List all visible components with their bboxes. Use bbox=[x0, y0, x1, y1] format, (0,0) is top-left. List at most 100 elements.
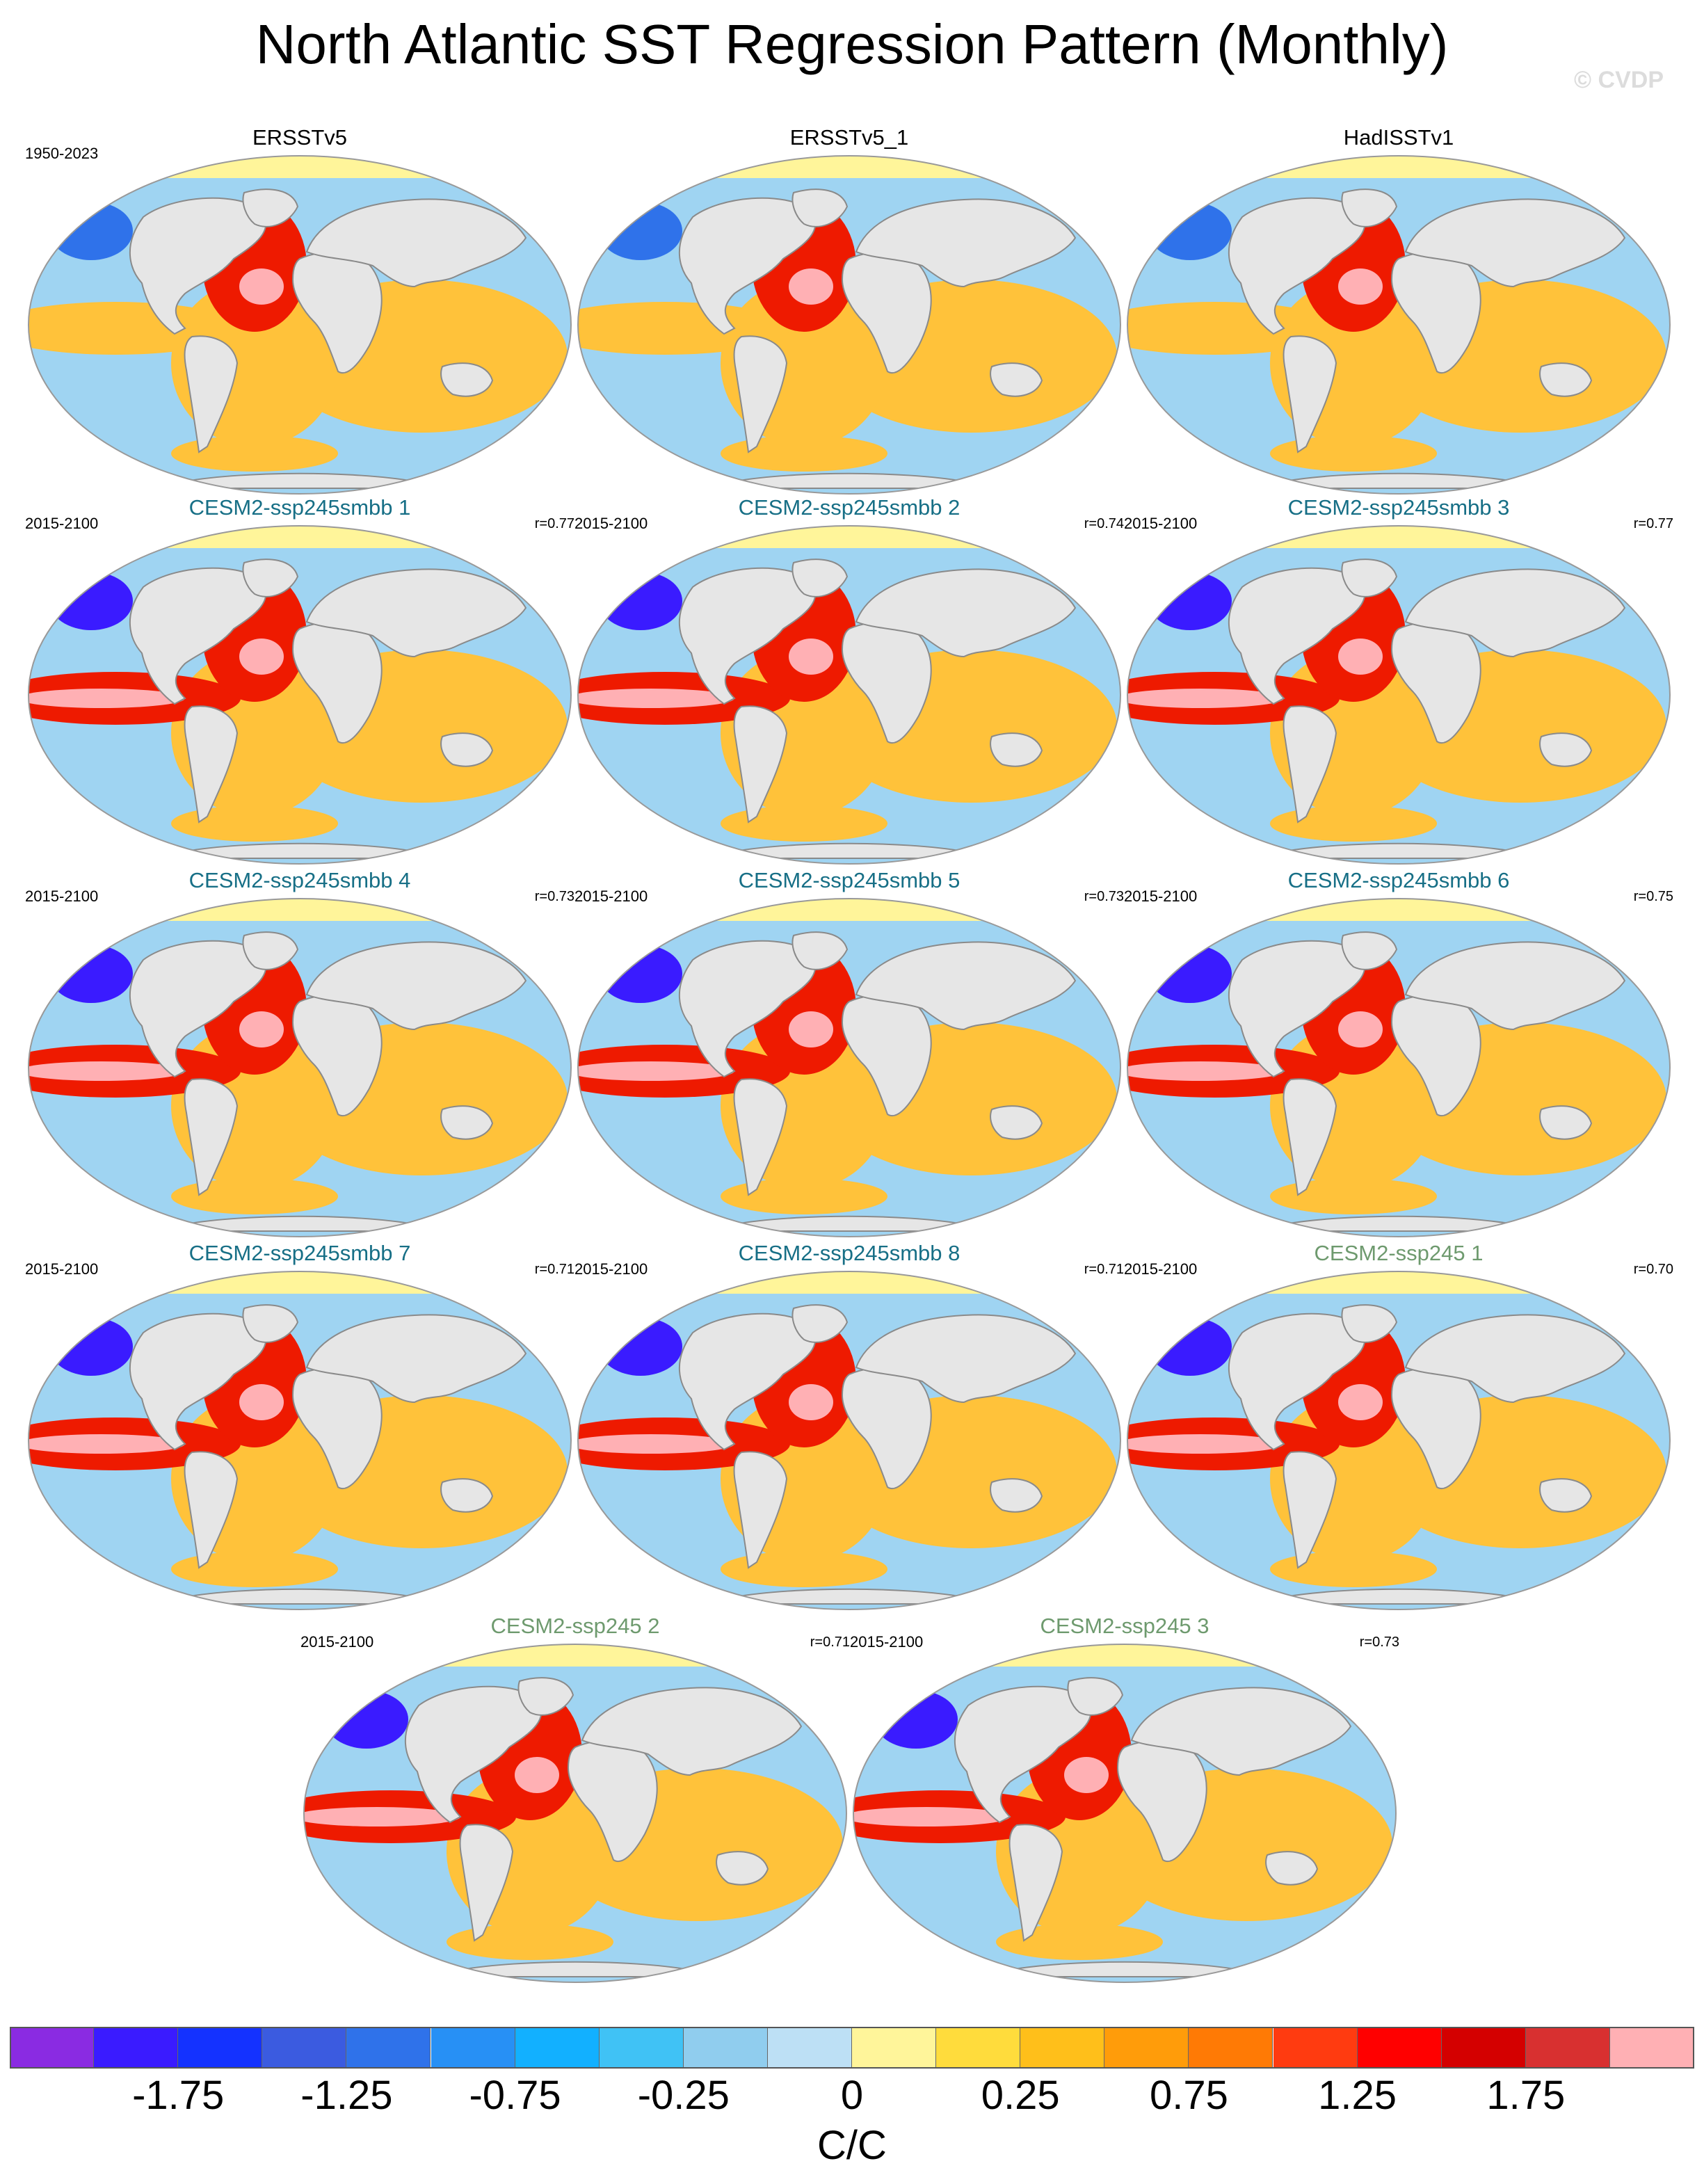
sst-map bbox=[577, 155, 1121, 495]
tropical-pacific-core bbox=[29, 1434, 185, 1454]
colorbar-box bbox=[936, 2027, 1021, 2069]
land-masses bbox=[1228, 1304, 1626, 1605]
colorbar-tick-label: -1.75 bbox=[132, 2073, 225, 2118]
colorbar-frame bbox=[10, 2027, 1694, 2069]
north-atlantic-core bbox=[1338, 1384, 1383, 1420]
colorbar-box bbox=[1273, 2027, 1358, 2069]
sst-map bbox=[577, 1271, 1121, 1610]
map-outline bbox=[1127, 525, 1671, 865]
map-outline bbox=[28, 155, 572, 495]
panel-years: 1950-2023 bbox=[25, 145, 99, 162]
colorbar-box bbox=[1441, 2027, 1526, 2069]
sst-map bbox=[853, 1644, 1397, 1983]
north-pacific-cold bbox=[1148, 945, 1232, 1003]
tropical-pacific-core bbox=[304, 1807, 460, 1826]
sst-map bbox=[28, 525, 572, 865]
panel-correlation: r=0.73 bbox=[534, 889, 574, 904]
land-masses bbox=[678, 1304, 1077, 1605]
map-outline bbox=[1127, 155, 1671, 495]
panel-years: 2015-2100 bbox=[25, 888, 99, 905]
map-panel: CESM2-ssp245smbb 5 2015-2100 r=0.73 bbox=[574, 868, 1124, 1258]
southern-ocean-warm bbox=[171, 435, 338, 472]
north-pacific-cold bbox=[49, 572, 133, 630]
panel-correlation: r=0.74 bbox=[1084, 516, 1124, 531]
map-panel: CESM2-ssp245smbb 6 2015-2100 r=0.75 bbox=[1124, 868, 1673, 1258]
panel-title: CESM2-ssp245smbb 1 bbox=[188, 495, 411, 520]
map-outline bbox=[28, 898, 572, 1237]
north-pacific-cold bbox=[599, 945, 682, 1003]
panel-correlation: r=0.75 bbox=[1633, 889, 1673, 904]
tropical-pacific-core bbox=[578, 689, 734, 708]
north-pacific-cold bbox=[49, 945, 133, 1003]
panel-title: ERSSTv5 bbox=[252, 125, 348, 150]
southern-ocean-warm bbox=[721, 435, 887, 472]
colorbar-box bbox=[1020, 2027, 1105, 2069]
colorbar-box bbox=[10, 2027, 95, 2069]
panel-years: 2015-2100 bbox=[850, 1633, 924, 1651]
map-outline bbox=[577, 1271, 1121, 1610]
land-masses bbox=[954, 1677, 1352, 1977]
colorbar-tick-label: 1.75 bbox=[1486, 2073, 1566, 2118]
sst-map bbox=[1127, 155, 1671, 495]
sst-map bbox=[1127, 1271, 1671, 1610]
tropical-pacific-core bbox=[578, 1434, 734, 1454]
panel-title: CESM2-ssp245smbb 7 bbox=[188, 1241, 411, 1265]
colorbar-tick-label: 0.25 bbox=[981, 2073, 1060, 2118]
southern-ocean-warm bbox=[171, 805, 338, 842]
map-panel: CESM2-ssp245smbb 8 2015-2100 r=0.71 bbox=[574, 1241, 1124, 1630]
land-masses bbox=[678, 931, 1077, 1232]
tropical-pacific-core bbox=[1127, 689, 1284, 708]
sst-map bbox=[1127, 525, 1671, 865]
colorbar-box bbox=[346, 2027, 431, 2069]
panel-correlation: r=0.73 bbox=[1359, 1635, 1399, 1650]
panel-years: 2015-2100 bbox=[574, 515, 648, 532]
panel-title: CESM2-ssp245smbb 3 bbox=[1287, 495, 1510, 520]
panel-years: 2015-2100 bbox=[300, 1633, 374, 1651]
north-pacific-cold bbox=[599, 202, 682, 260]
map-outline bbox=[577, 898, 1121, 1237]
tropical-pacific-core bbox=[1127, 1061, 1284, 1081]
tropical-pacific-core bbox=[578, 319, 734, 338]
figure-title: North Atlantic SST Regression Pattern (M… bbox=[255, 13, 1449, 75]
southern-ocean-warm bbox=[1270, 435, 1437, 472]
panel-title: CESM2-ssp245smbb 2 bbox=[738, 495, 960, 520]
colorbar-unit-label: C/C bbox=[817, 2123, 887, 2168]
colorbar-tick-label: -0.75 bbox=[469, 2073, 561, 2118]
colorbar-box bbox=[94, 2027, 179, 2069]
map-panel: CESM2-ssp245smbb 3 2015-2100 r=0.77 bbox=[1124, 495, 1673, 885]
map-panel: CESM2-ssp245 2 2015-2100 r=0.71 bbox=[300, 1614, 850, 2003]
sst-map bbox=[577, 898, 1121, 1237]
colorbar-box bbox=[767, 2027, 852, 2069]
colorbar-box bbox=[1189, 2027, 1273, 2069]
land-masses bbox=[1228, 559, 1626, 859]
map-panel: HadISSTv1 bbox=[1124, 125, 1673, 515]
tropical-pacific-core bbox=[1127, 319, 1284, 338]
colorbar bbox=[10, 2027, 1694, 2070]
map-outline bbox=[1127, 1271, 1671, 1610]
map-panel: CESM2-ssp245smbb 1 2015-2100 r=0.77 bbox=[25, 495, 574, 885]
panel-years: 2015-2100 bbox=[574, 1260, 648, 1278]
map-panel: CESM2-ssp245 3 2015-2100 r=0.73 bbox=[850, 1614, 1399, 2003]
panel-title: CESM2-ssp245smbb 4 bbox=[188, 868, 411, 892]
tropical-pacific-core bbox=[853, 1807, 1010, 1826]
north-atlantic-core bbox=[515, 1757, 559, 1793]
colorbar-tick-label: 0.75 bbox=[1149, 2073, 1228, 2118]
sst-map bbox=[28, 898, 572, 1237]
north-pacific-cold bbox=[49, 202, 133, 260]
colorbar-box bbox=[515, 2027, 600, 2069]
arctic-band bbox=[29, 156, 571, 178]
panel-title: CESM2-ssp245smbb 6 bbox=[1287, 868, 1510, 892]
colorbar-box bbox=[431, 2027, 515, 2069]
north-atlantic-core bbox=[239, 1384, 284, 1420]
panel-title: HadISSTv1 bbox=[1343, 125, 1454, 150]
copyright-label: © CVDP bbox=[1574, 67, 1664, 93]
arctic-band bbox=[1127, 1271, 1670, 1294]
north-pacific-cold bbox=[599, 1317, 682, 1376]
land-masses bbox=[1228, 188, 1626, 489]
map-outline bbox=[577, 525, 1121, 865]
panel-correlation: r=0.70 bbox=[1633, 1262, 1673, 1277]
north-pacific-cold bbox=[1148, 1317, 1232, 1376]
map-panel: CESM2-ssp245 1 2015-2100 r=0.70 bbox=[1124, 1241, 1673, 1630]
tropical-pacific-core bbox=[578, 1061, 734, 1081]
map-panel: CESM2-ssp245smbb 4 2015-2100 r=0.73 bbox=[25, 868, 574, 1258]
